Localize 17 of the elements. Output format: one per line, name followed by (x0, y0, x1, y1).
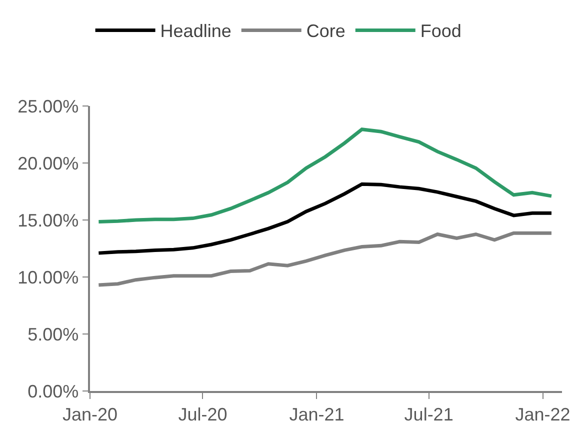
x-tick-label: Jan-20 (62, 404, 118, 424)
legend-label: Food (420, 21, 462, 42)
x-tick-label: Jul-20 (178, 404, 228, 424)
line-series (96, 128, 554, 224)
legend-label: Core (306, 21, 346, 42)
line-series (96, 231, 554, 287)
x-tick-label: Jul-21 (404, 404, 454, 424)
y-tick-label: 0.00% (28, 381, 79, 402)
legend-label: Headline (160, 21, 232, 42)
y-tick-label: 5.00% (28, 324, 79, 344)
x-tick-label: Jan-22 (515, 404, 570, 424)
x-tick-label: Jan-21 (289, 404, 344, 424)
y-tick-label: 20.00% (18, 153, 79, 174)
y-tick-label: 10.00% (18, 267, 79, 288)
y-tick-label: 15.00% (18, 210, 79, 230)
y-tick-label: 25.00% (18, 96, 79, 116)
line-series (96, 182, 554, 255)
